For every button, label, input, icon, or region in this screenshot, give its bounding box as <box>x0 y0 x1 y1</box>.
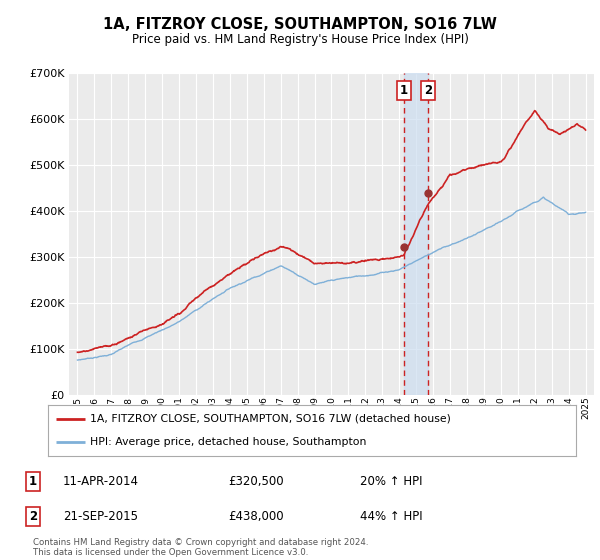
Bar <box>404 73 428 395</box>
Text: 2: 2 <box>29 510 37 524</box>
Text: Contains HM Land Registry data © Crown copyright and database right 2024.
This d: Contains HM Land Registry data © Crown c… <box>33 538 368 557</box>
Text: £320,500: £320,500 <box>228 475 284 488</box>
Text: £438,000: £438,000 <box>228 510 284 524</box>
Text: 21-SEP-2015: 21-SEP-2015 <box>63 510 138 524</box>
Text: 1: 1 <box>29 475 37 488</box>
Text: 1: 1 <box>400 84 408 97</box>
Text: 2: 2 <box>424 84 433 97</box>
Text: Price paid vs. HM Land Registry's House Price Index (HPI): Price paid vs. HM Land Registry's House … <box>131 32 469 46</box>
Text: 1A, FITZROY CLOSE, SOUTHAMPTON, SO16 7LW: 1A, FITZROY CLOSE, SOUTHAMPTON, SO16 7LW <box>103 17 497 31</box>
Text: 44% ↑ HPI: 44% ↑ HPI <box>360 510 422 524</box>
Text: HPI: Average price, detached house, Southampton: HPI: Average price, detached house, Sout… <box>90 437 367 447</box>
Text: 20% ↑ HPI: 20% ↑ HPI <box>360 475 422 488</box>
Text: 1A, FITZROY CLOSE, SOUTHAMPTON, SO16 7LW (detached house): 1A, FITZROY CLOSE, SOUTHAMPTON, SO16 7LW… <box>90 414 451 424</box>
Text: 11-APR-2014: 11-APR-2014 <box>63 475 139 488</box>
